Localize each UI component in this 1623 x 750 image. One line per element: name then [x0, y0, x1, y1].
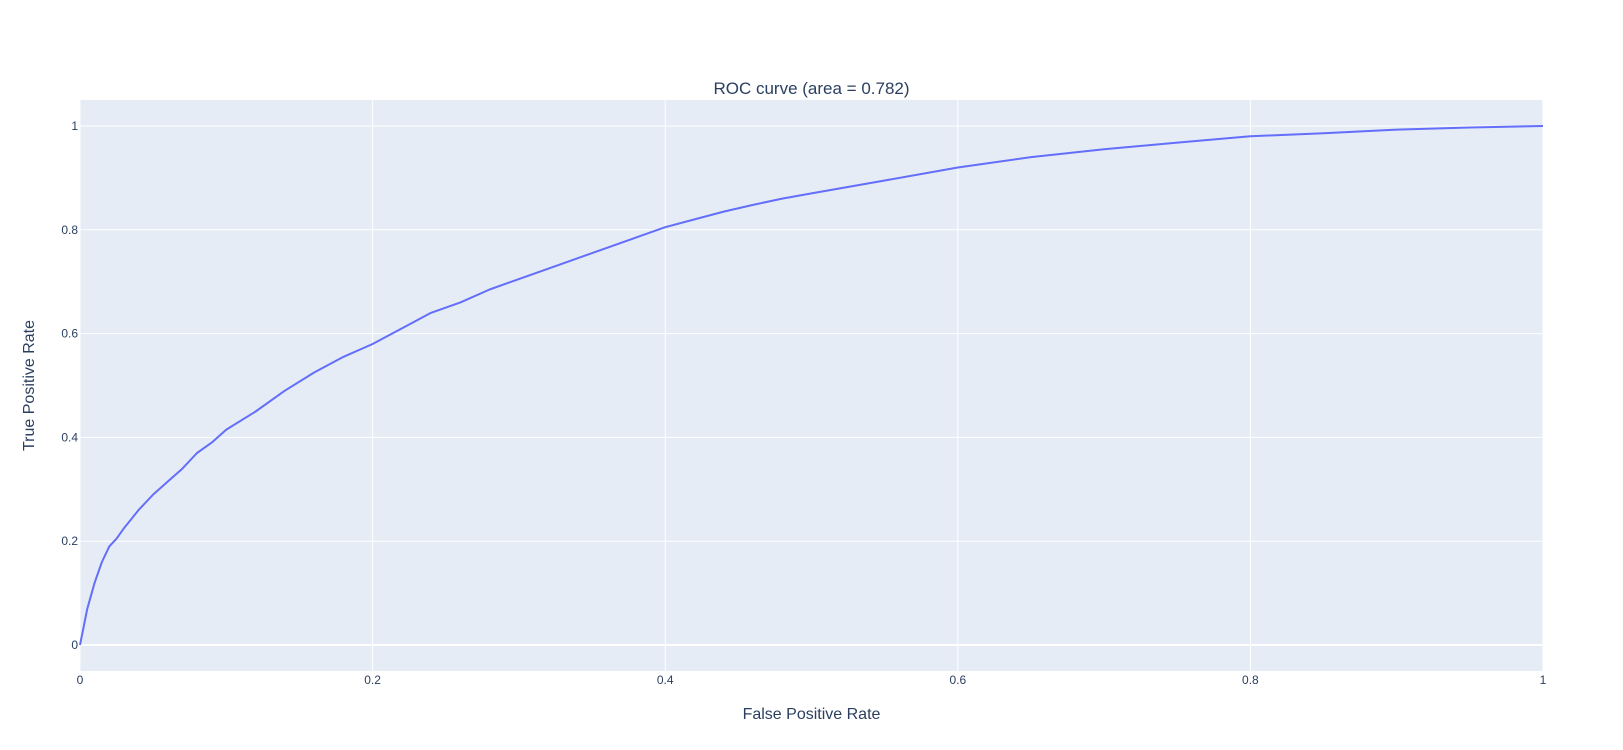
y-tick-label: 0.6 [61, 327, 78, 341]
y-axis-title: True Positive Rate [21, 320, 38, 451]
roc-curve-line [79, 125, 1544, 646]
x-tick-label: 0 [77, 673, 84, 687]
grid-lines [79, 100, 1544, 671]
chart-title: ROC curve (area = 0.782) [713, 79, 909, 98]
x-tick-label: 0.8 [1242, 673, 1259, 687]
x-axis-title: False Positive Rate [743, 706, 881, 723]
y-tick-label: 0.8 [61, 223, 78, 237]
x-tick-label: 1 [1540, 673, 1547, 687]
y-tick-label: 0.4 [61, 430, 78, 444]
y-tick-label: 0.2 [61, 534, 78, 548]
tick-labels: 0 0.2 0.4 0.6 0.8 1 0 0.2 0.4 0.6 0.8 1 [61, 119, 1546, 687]
x-tick-label: 0.2 [364, 673, 381, 687]
series-layer [79, 125, 1544, 646]
x-tick-label: 0.4 [657, 673, 674, 687]
y-tick-label: 0 [71, 638, 78, 652]
x-tick-label: 0.6 [949, 673, 966, 687]
plot-background [80, 100, 1543, 671]
y-tick-label: 1 [71, 119, 78, 133]
